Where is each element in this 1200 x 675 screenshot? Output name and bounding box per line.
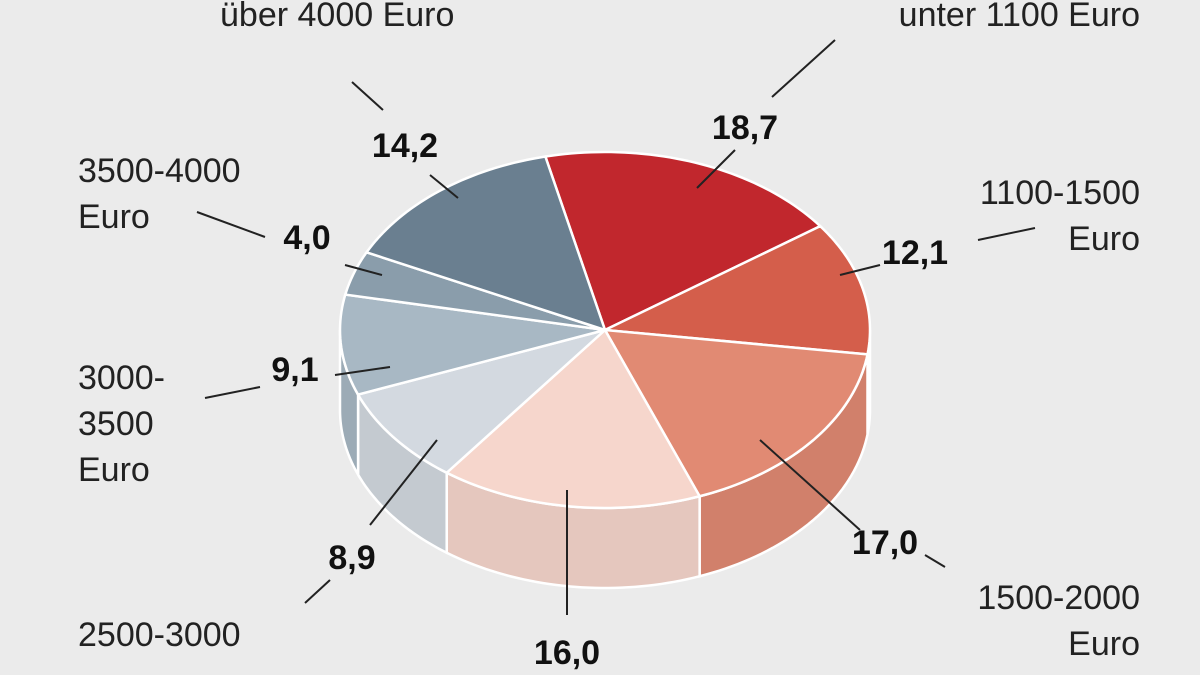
slice: [600, 224, 872, 356]
value-label: 12,1: [882, 234, 948, 272]
category-label: 1500-2000 Euro: [977, 579, 1140, 663]
value-label: 14,2: [372, 127, 438, 165]
slice: [444, 328, 702, 510]
category-label: 3000-3500 Euro: [78, 359, 165, 489]
leader-line: [351, 81, 384, 111]
leader-line: [759, 439, 861, 531]
leader-line: [334, 366, 391, 376]
leader-line: [304, 579, 331, 604]
leader-line: [429, 174, 459, 199]
value-label: 4,0: [283, 219, 330, 257]
value-label: 8,9: [328, 539, 375, 577]
slice: [364, 155, 607, 332]
category-label: über 4000 Euro: [220, 0, 455, 34]
category-label: 3500-4000 Euro: [78, 152, 241, 236]
leader-line: [369, 439, 438, 526]
leader-line: [839, 264, 881, 276]
value-label: 18,7: [712, 109, 778, 147]
slice: [602, 328, 870, 498]
leader-line: [924, 554, 946, 568]
value-label: 17,0: [852, 524, 918, 562]
leader-line: [696, 149, 736, 189]
leader-line: [204, 386, 261, 399]
slice: [343, 250, 606, 332]
value-label: 9,1: [271, 351, 318, 389]
leader-line: [344, 264, 383, 276]
slice: [543, 150, 823, 332]
value-label: 16,0: [534, 634, 600, 672]
slice: [356, 328, 606, 475]
category-label: 2500-3000: [78, 616, 241, 654]
category-label: unter 1100 Euro: [898, 0, 1140, 34]
leader-line: [977, 227, 1036, 241]
category-label: 1100-1500 Euro: [979, 174, 1140, 258]
leader-line: [196, 211, 266, 238]
slice: [338, 293, 606, 397]
leader-line: [771, 39, 836, 98]
